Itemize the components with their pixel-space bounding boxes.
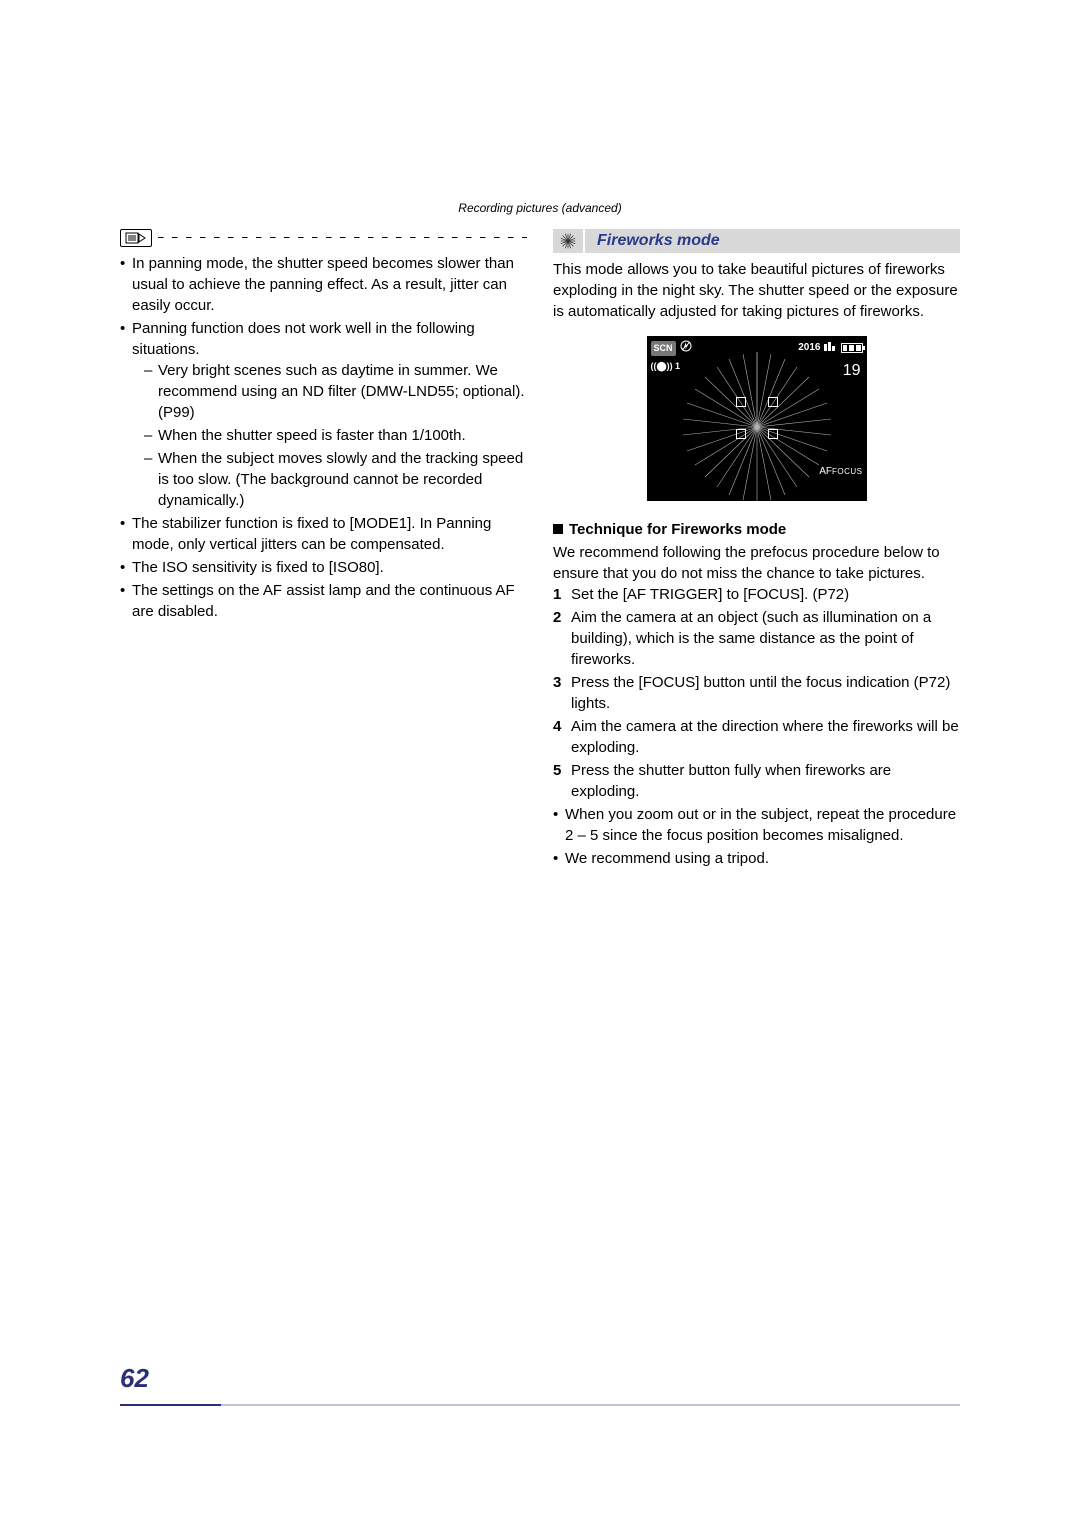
bullet-text: Panning function does not work well in t…	[132, 320, 475, 358]
technique-intro: We recommend following the prefocus proc…	[553, 542, 960, 584]
bullet-item: The settings on the AF assist lamp and t…	[120, 580, 527, 622]
step-item: 1Set the [AF TRIGGER] to [FOCUS]. (P72)	[553, 584, 960, 605]
af-brackets-icon	[736, 397, 778, 439]
bullet-item: We recommend using a tripod.	[553, 848, 960, 869]
flash-off-icon	[680, 340, 692, 357]
fireworks-mode-icon	[553, 229, 583, 253]
footer-rule	[120, 1404, 960, 1406]
dash-item: When the subject moves slowly and the tr…	[144, 448, 527, 511]
shots-remaining: 19	[843, 360, 861, 382]
af-focus-label: AFFOCUS	[819, 465, 862, 479]
section-header: Recording pictures (advanced)	[120, 200, 960, 217]
quality-icon	[824, 341, 838, 356]
dashed-divider	[158, 237, 527, 238]
stabilizer-indicator: ((⬤)) 1	[651, 360, 681, 373]
camera-preview: SCN 2016 ((⬤)) 1 19	[647, 336, 867, 501]
memory-label: 2016	[798, 341, 820, 355]
bullet-item: Panning function does not work well in t…	[120, 318, 527, 511]
scn-badge: SCN	[651, 341, 676, 356]
step-item: 2Aim the camera at an object (such as il…	[553, 607, 960, 670]
mode-intro: This mode allows you to take beautiful p…	[553, 259, 960, 322]
left-column: In panning mode, the shutter speed becom…	[120, 229, 527, 871]
step-item: 4Aim the camera at the direction where t…	[553, 716, 960, 758]
technique-heading: Technique for Fireworks mode	[553, 519, 960, 540]
page-footer: 62	[120, 1360, 960, 1406]
dash-item: When the shutter speed is faster than 1/…	[144, 425, 527, 446]
bullet-item: The stabilizer function is fixed to [MOD…	[120, 513, 527, 555]
step-item: 3Press the [FOCUS] button until the focu…	[553, 672, 960, 714]
bullet-item: When you zoom out or in the subject, rep…	[553, 804, 960, 846]
dash-item: Very bright scenes such as daytime in su…	[144, 360, 527, 423]
step-item: 5Press the shutter button fully when fir…	[553, 760, 960, 802]
page-number: 62	[120, 1363, 149, 1393]
note-icon	[120, 229, 152, 247]
right-column: Fireworks mode This mode allows you to t…	[553, 229, 960, 871]
mode-title: Fireworks mode	[597, 230, 720, 252]
bullet-item: In panning mode, the shutter speed becom…	[120, 253, 527, 316]
bullet-item: The ISO sensitivity is fixed to [ISO80].	[120, 557, 527, 578]
battery-icon	[841, 343, 863, 353]
square-bullet-icon	[553, 524, 563, 534]
